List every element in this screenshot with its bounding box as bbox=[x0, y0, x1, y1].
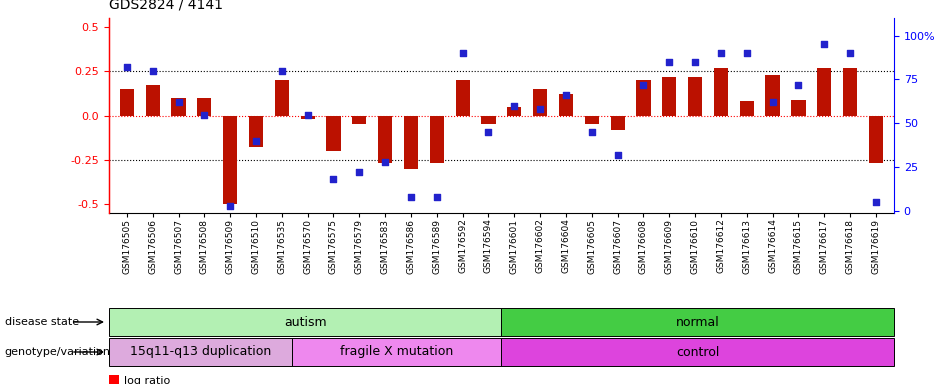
Point bbox=[868, 199, 884, 205]
Bar bbox=[109, 338, 292, 366]
Bar bbox=[429, 116, 444, 163]
Point bbox=[585, 129, 600, 135]
Text: normal: normal bbox=[675, 316, 720, 328]
Text: control: control bbox=[676, 346, 719, 359]
Text: 15q11-q13 duplication: 15q11-q13 duplication bbox=[130, 346, 271, 359]
Point bbox=[403, 194, 418, 200]
Text: fragile X mutation: fragile X mutation bbox=[340, 346, 453, 359]
Bar bbox=[501, 308, 894, 336]
Bar bbox=[662, 76, 676, 116]
Bar bbox=[326, 116, 341, 151]
Point bbox=[222, 203, 237, 209]
Point bbox=[816, 41, 832, 47]
Bar bbox=[378, 116, 393, 163]
Bar bbox=[843, 68, 857, 116]
Bar bbox=[817, 68, 832, 116]
Point bbox=[300, 111, 315, 118]
Point bbox=[197, 111, 212, 118]
Point bbox=[429, 194, 445, 200]
Point bbox=[145, 68, 160, 74]
Bar bbox=[533, 89, 547, 116]
Point bbox=[765, 99, 780, 105]
Text: log ratio: log ratio bbox=[124, 376, 170, 384]
Bar bbox=[198, 98, 212, 116]
Point bbox=[326, 176, 342, 182]
Point bbox=[558, 92, 573, 98]
Point bbox=[661, 59, 676, 65]
Point bbox=[791, 82, 806, 88]
Bar bbox=[610, 116, 624, 130]
Bar bbox=[249, 116, 263, 147]
Text: genotype/variation: genotype/variation bbox=[5, 347, 111, 357]
Bar bbox=[559, 94, 573, 116]
Point bbox=[713, 50, 728, 56]
Point bbox=[377, 159, 393, 165]
Bar bbox=[292, 338, 501, 366]
Bar bbox=[404, 116, 418, 169]
Point bbox=[481, 129, 496, 135]
Text: GDS2824 / 4141: GDS2824 / 4141 bbox=[109, 0, 223, 12]
Point bbox=[739, 50, 754, 56]
Point bbox=[636, 82, 651, 88]
Point bbox=[688, 59, 703, 65]
Point bbox=[274, 68, 289, 74]
Bar bbox=[352, 116, 366, 124]
Bar bbox=[688, 76, 702, 116]
Point bbox=[455, 50, 470, 56]
Text: autism: autism bbox=[284, 316, 326, 328]
Point bbox=[249, 138, 264, 144]
Point bbox=[610, 152, 625, 158]
Bar bbox=[109, 375, 119, 384]
Bar bbox=[501, 338, 894, 366]
Bar bbox=[714, 68, 728, 116]
Bar bbox=[765, 75, 780, 116]
Point bbox=[507, 103, 522, 109]
Point bbox=[533, 106, 548, 113]
Bar bbox=[507, 107, 521, 116]
Bar bbox=[791, 99, 805, 116]
Bar bbox=[223, 116, 237, 204]
Bar bbox=[740, 101, 754, 116]
Point bbox=[119, 64, 134, 70]
Text: disease state: disease state bbox=[5, 317, 79, 327]
Bar bbox=[585, 116, 599, 124]
Bar bbox=[109, 308, 501, 336]
Bar bbox=[482, 116, 496, 124]
Bar bbox=[637, 80, 651, 116]
Point bbox=[171, 99, 186, 105]
Bar bbox=[171, 98, 185, 116]
Bar bbox=[868, 116, 883, 163]
Bar bbox=[146, 85, 160, 116]
Point bbox=[843, 50, 858, 56]
Bar bbox=[456, 80, 470, 116]
Point bbox=[352, 169, 367, 175]
Bar bbox=[274, 80, 289, 116]
Bar bbox=[301, 116, 315, 119]
Bar bbox=[120, 89, 134, 116]
